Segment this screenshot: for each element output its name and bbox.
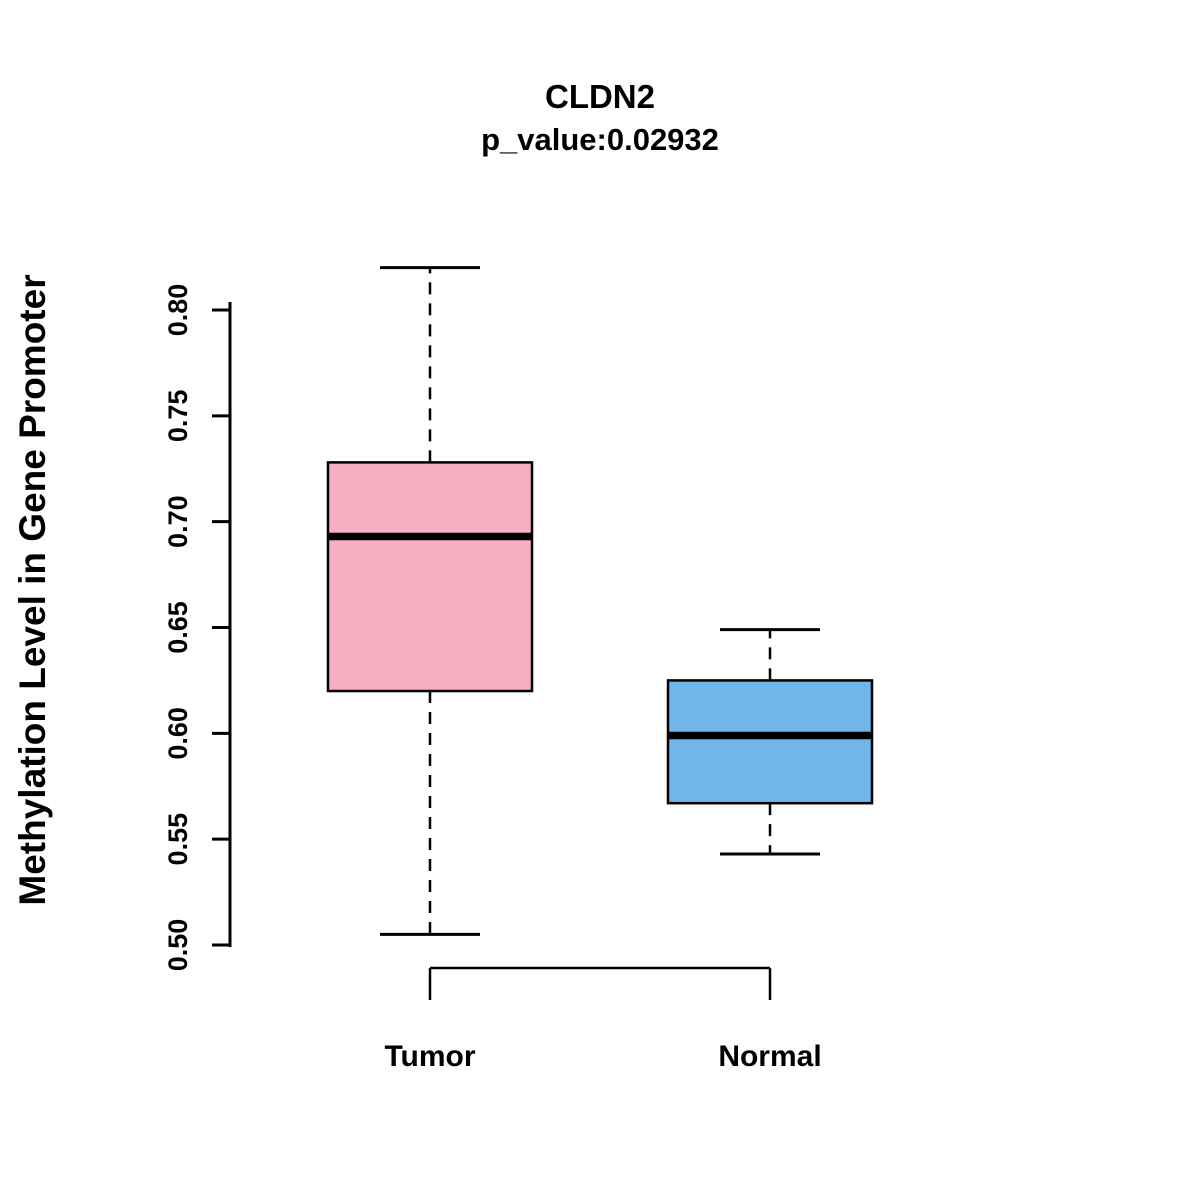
y-tick-label-5: 0.75: [163, 390, 193, 443]
chart-title: CLDN2: [544, 78, 655, 115]
y-tick-label-3: 0.65: [163, 601, 193, 654]
chart-subtitle: p_value:0.02932: [481, 122, 719, 157]
y-tick-label-4: 0.70: [163, 495, 193, 548]
box-normal: [666, 679, 874, 805]
x-category-label-tumor: Tumor: [384, 1040, 476, 1073]
x-category-label-normal: Normal: [718, 1040, 822, 1073]
y-tick-label-2: 0.60: [163, 707, 193, 760]
y-tick-label-6: 0.80: [163, 284, 193, 337]
y-tick-label-1: 0.55: [163, 813, 193, 866]
y-tick-label-0: 0.50: [163, 919, 193, 972]
box-tumor: [326, 461, 534, 693]
